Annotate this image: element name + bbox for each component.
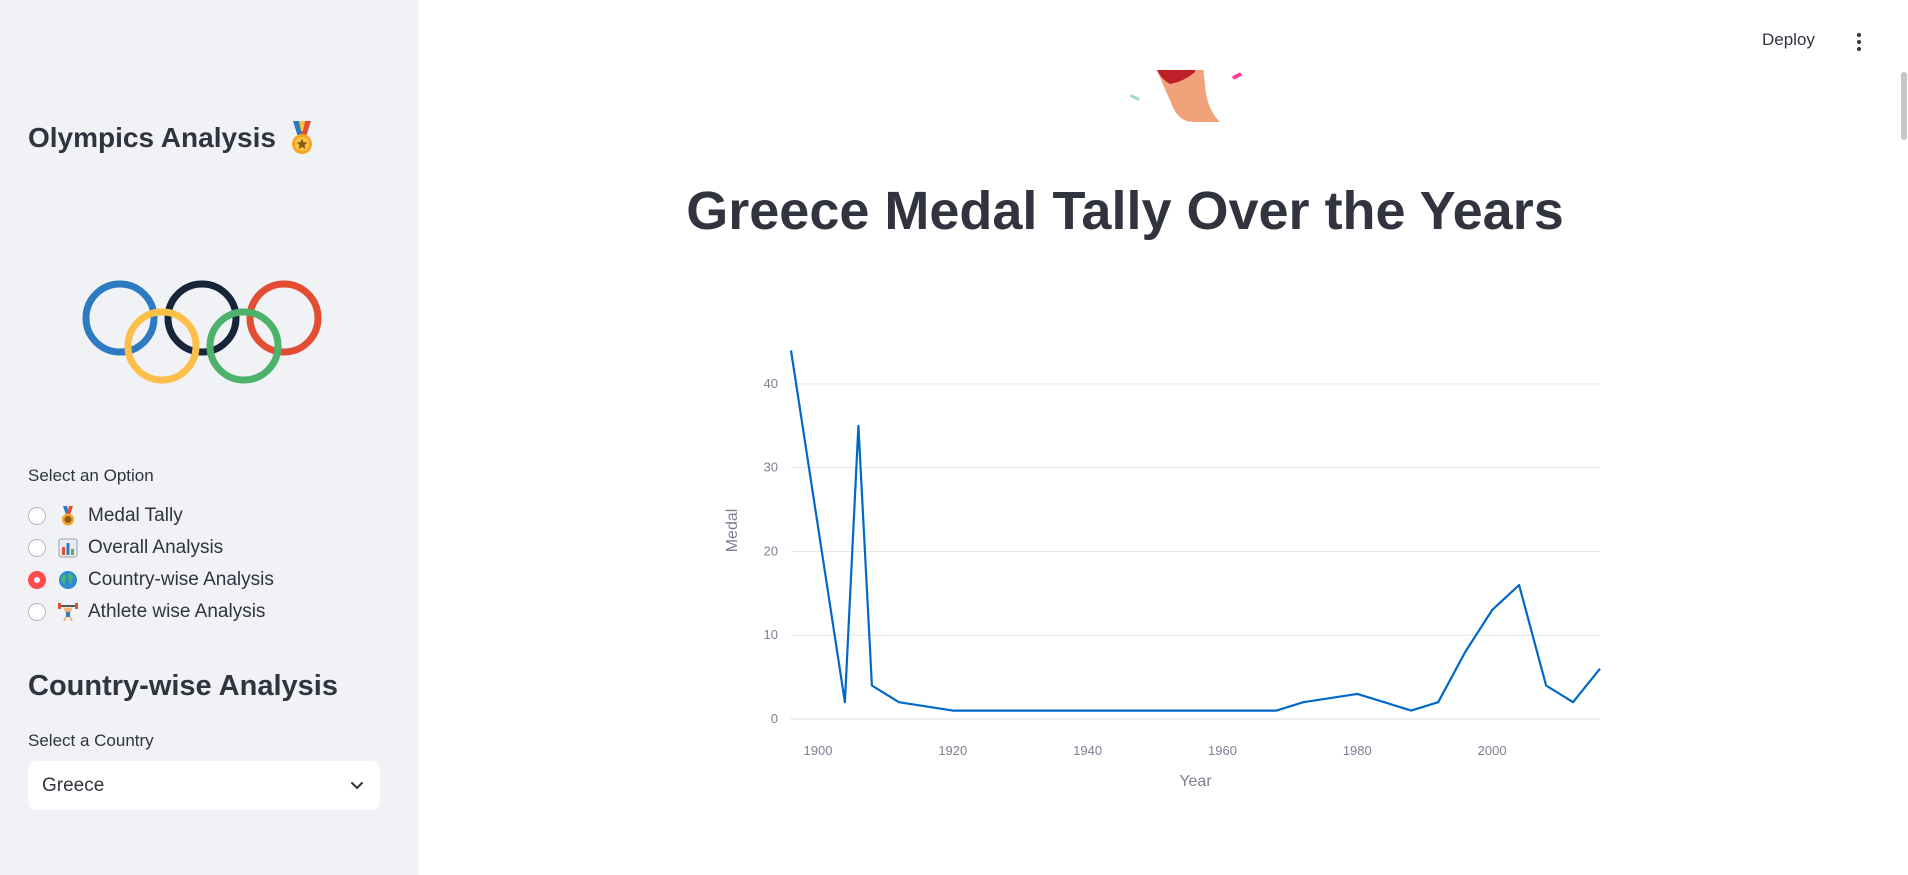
x-tick-label: 1960 bbox=[1208, 743, 1237, 758]
y-tick-label: 0 bbox=[771, 711, 778, 726]
radio-button[interactable] bbox=[28, 539, 46, 557]
radio-button[interactable] bbox=[28, 603, 46, 621]
x-tick-label: 1900 bbox=[804, 743, 833, 758]
balloon-animation-icon bbox=[1130, 70, 1242, 122]
medal-icon bbox=[291, 121, 312, 154]
series-line bbox=[789, 350, 1601, 712]
radio-option-medal-tally[interactable]: Medal Tally bbox=[28, 500, 274, 532]
x-tick-label: 1980 bbox=[1343, 743, 1372, 758]
bar-chart-icon bbox=[58, 538, 78, 558]
app-title: Olympics Analysis bbox=[28, 121, 316, 155]
x-tick-label: 1940 bbox=[1073, 743, 1102, 758]
y-tick-label: 10 bbox=[764, 627, 778, 642]
x-tick-label: 1920 bbox=[938, 743, 967, 758]
app-title-text: Olympics Analysis bbox=[28, 122, 276, 153]
deploy-button[interactable]: Deploy bbox=[1762, 30, 1815, 49]
x-axis-label: Year bbox=[1179, 773, 1212, 790]
y-tick-label: 30 bbox=[764, 460, 778, 475]
radio-label: Overall Analysis bbox=[88, 537, 224, 558]
radio-option-athlete-wise-analysis[interactable]: Athlete wise Analysis bbox=[28, 596, 274, 628]
y-axis-label: Medal bbox=[724, 509, 741, 553]
country-select-value: Greece bbox=[42, 774, 105, 796]
country-select[interactable]: Greece bbox=[28, 761, 380, 810]
radio-option-overall-analysis[interactable]: Overall Analysis bbox=[28, 532, 274, 564]
page-title: Greece Medal Tally Over the Years bbox=[686, 181, 1564, 241]
radio-label: Medal Tally bbox=[88, 505, 183, 526]
medal-tally-line-chart[interactable]: 0 10 20 30 40 1900 1920 1940 1960 1980 2000 Year Med… bbox=[700, 340, 1620, 800]
globe-icon bbox=[59, 571, 77, 589]
option-label: Select an Option bbox=[28, 466, 154, 485]
radio-option-country-wise-analysis[interactable]: Country-wise Analysis bbox=[28, 564, 274, 596]
country-select-label: Select a Country bbox=[28, 731, 154, 750]
radio-button-selected[interactable] bbox=[28, 571, 46, 589]
radio-label: Country-wise Analysis bbox=[88, 569, 274, 590]
sidebar: Olympics Analysis Select an Option Med bbox=[0, 0, 418, 875]
medal-icon bbox=[62, 506, 74, 526]
x-tick-label: 2000 bbox=[1478, 743, 1507, 758]
kebab-menu-icon[interactable] bbox=[1852, 32, 1866, 52]
radio-button[interactable] bbox=[28, 507, 46, 525]
y-tick-label: 20 bbox=[764, 543, 778, 558]
scrollbar[interactable] bbox=[1901, 72, 1907, 140]
chevron-down-icon bbox=[351, 781, 363, 789]
radio-label: Athlete wise Analysis bbox=[88, 601, 266, 622]
analysis-radio-group: Medal Tally Overall Analysis Country-wis… bbox=[28, 500, 274, 628]
weightlifter-icon bbox=[58, 603, 78, 622]
section-heading: Country-wise Analysis bbox=[28, 670, 338, 702]
olympic-rings-logo bbox=[82, 280, 322, 384]
y-tick-label: 40 bbox=[764, 376, 778, 391]
